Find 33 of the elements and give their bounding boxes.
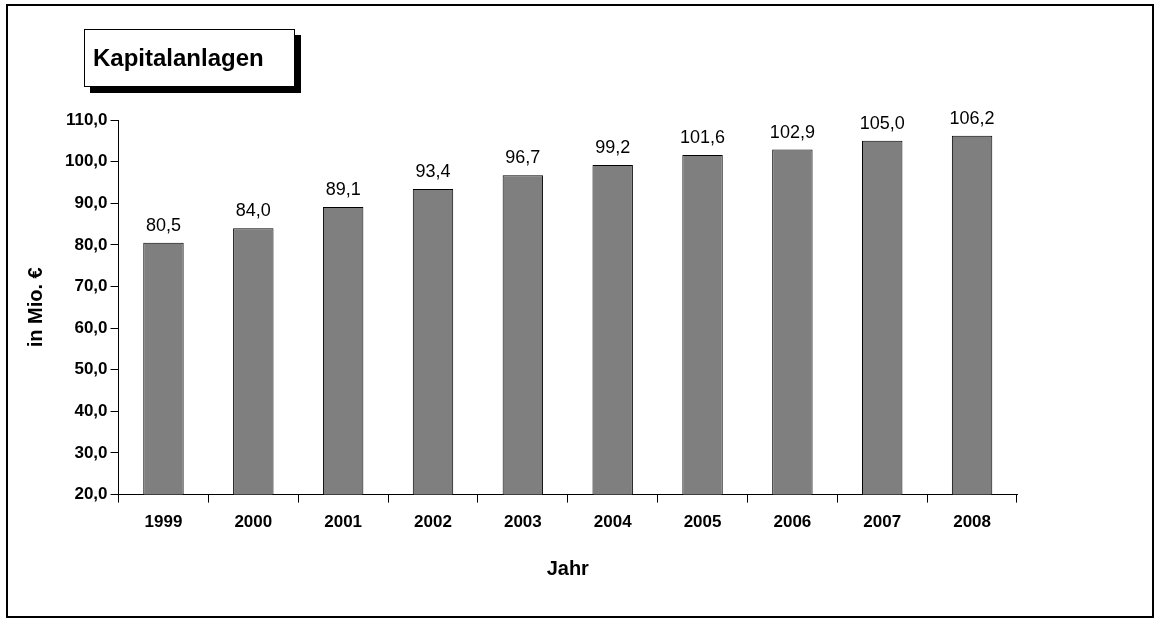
- y-tick-label: 100,0: [64, 151, 108, 171]
- data-label: 89,1: [325, 178, 361, 199]
- y-tick-label: 30,0: [74, 442, 108, 462]
- y-tick-label: 20,0: [74, 484, 108, 504]
- y-axis-title: in Mio. €: [23, 267, 46, 348]
- x-tick-label: 2003: [503, 512, 542, 532]
- x-tick-label: 2005: [683, 512, 722, 532]
- data-label: 93,4: [415, 161, 451, 182]
- x-tick-label: 2004: [593, 512, 633, 532]
- x-tick-label: 2008: [953, 512, 991, 532]
- data-label: 106,2: [949, 107, 995, 128]
- x-tick-label: 1999: [144, 512, 183, 532]
- data-label: 96,7: [505, 147, 541, 168]
- x-tick-label: 2001: [324, 512, 363, 532]
- data-label: 99,2: [595, 136, 631, 157]
- y-tick-label: 110,0: [65, 109, 108, 129]
- x-axis-title: Jahr: [546, 556, 590, 579]
- data-label: 102,9: [769, 121, 815, 142]
- data-label: 80,5: [145, 214, 181, 235]
- y-tick-label: 70,0: [74, 276, 108, 296]
- chart-title: Kapitalanlagen: [84, 29, 295, 87]
- y-tick-label: 60,0: [74, 317, 108, 337]
- y-tick-label: 80,0: [74, 234, 108, 254]
- y-tick-label: 90,0: [74, 192, 108, 212]
- data-label: 84,0: [235, 200, 271, 221]
- x-tick-label: 2002: [414, 512, 452, 532]
- x-tick-label: 2006: [773, 512, 812, 532]
- y-tick-label: 40,0: [74, 401, 108, 421]
- x-tick-label: 2007: [863, 512, 902, 532]
- x-tick-label: 2000: [234, 512, 273, 532]
- y-tick-label: 50,0: [74, 359, 108, 379]
- data-label: 101,6: [680, 126, 726, 147]
- data-label: 105,0: [859, 112, 905, 133]
